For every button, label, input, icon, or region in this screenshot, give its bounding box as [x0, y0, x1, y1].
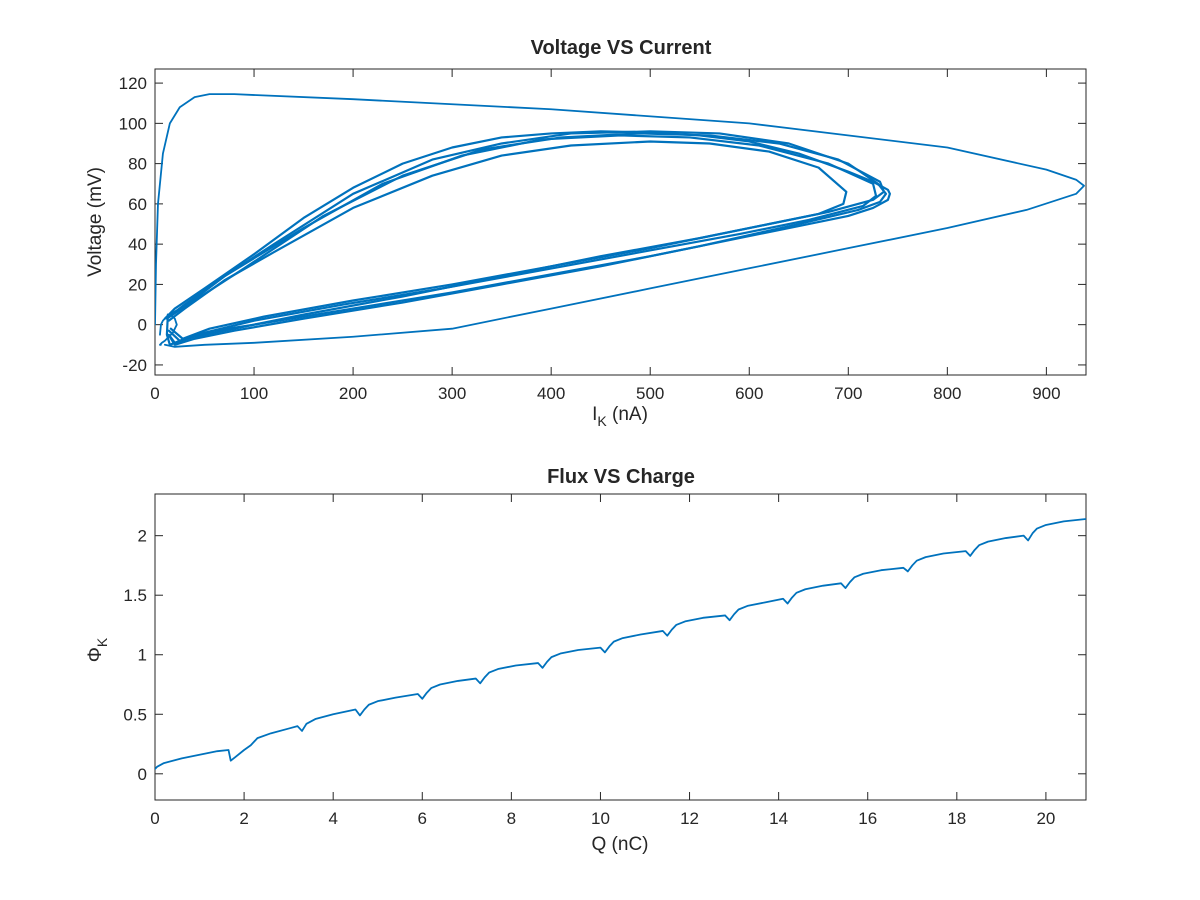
y-tick-label: 2: [138, 527, 147, 546]
x-tick-label: 300: [438, 384, 466, 403]
chart-voltage-vs-current: Voltage VS Current 0 100 200 300 400 500 600 70…: [85, 37, 1087, 429]
tick-marks: [154, 69, 1086, 375]
x-tick-label: 14: [769, 809, 788, 828]
y-tick-label: -20: [122, 356, 147, 375]
tick-labels: 0 100 200 300 400 500 600 700 800 900-20020406080…: [119, 74, 1061, 403]
x-tick-label: 500: [636, 384, 664, 403]
x-tick-label: 600: [735, 384, 763, 403]
x-tick-label: 100: [240, 384, 268, 403]
series-group: [155, 518, 1086, 770]
y-tick-label: 1.5: [123, 586, 147, 605]
x-tick-label: 12: [680, 809, 699, 828]
series-group: [155, 93, 1085, 348]
y-tick-label: 120: [119, 74, 147, 93]
series-line-4: [165, 134, 878, 342]
tick-marks: [154, 494, 1086, 800]
x-tick-label: 0: [150, 384, 159, 403]
plot-area: [154, 493, 1087, 801]
y-axis-label: Voltage (mV): [85, 167, 106, 277]
y-tick-label: 40: [128, 235, 147, 254]
x-tick-label: 200: [339, 384, 367, 403]
x-tick-label: 16: [858, 809, 877, 828]
y-tick-label: 0: [138, 765, 147, 784]
y-axis-label: ΦK: [85, 637, 110, 662]
chart-title: Flux VS Charge: [547, 466, 695, 488]
x-tick-label: 400: [537, 384, 565, 403]
tick-labels: 0 2 4 6 8 10 12 14 16 18 20 0 0.5 1 1.5 2: [123, 527, 1055, 828]
y-tick-label: 100: [119, 114, 147, 133]
x-tick-label: 20: [1036, 809, 1055, 828]
y-tick-label: 80: [128, 155, 147, 174]
x-tick-label: 800: [933, 384, 961, 403]
x-axis-label: Q (nC): [592, 834, 649, 855]
series-line-0: [155, 518, 1086, 770]
y-tick-label: 20: [128, 275, 147, 294]
x-tick-label: 18: [947, 809, 966, 828]
x-tick-label: 700: [834, 384, 862, 403]
x-tick-label: 8: [507, 809, 516, 828]
series-line-0: [155, 93, 1085, 348]
x-tick-label: 0: [150, 809, 159, 828]
series-line-3: [167, 140, 848, 344]
chart-flux-vs-charge: Flux VS Charge 0 2 4 6 8 10 12 14 16 18 20 0 0.5 1 1.5…: [85, 466, 1087, 855]
series-line-5: [168, 132, 886, 340]
x-tick-label: 2: [239, 809, 248, 828]
x-tick-label: 6: [418, 809, 427, 828]
y-tick-label: 60: [128, 195, 147, 214]
x-axis-label: IK (nA): [592, 404, 648, 429]
x-tick-label: 900: [1032, 384, 1060, 403]
y-tick-label: 1: [138, 646, 147, 665]
x-tick-label: 4: [328, 809, 337, 828]
chart-title: Voltage VS Current: [531, 37, 712, 59]
x-tick-label: 10: [591, 809, 610, 828]
series-line-6: [159, 313, 178, 346]
y-tick-label: 0.5: [123, 705, 147, 724]
y-tick-label: 0: [138, 316, 147, 335]
